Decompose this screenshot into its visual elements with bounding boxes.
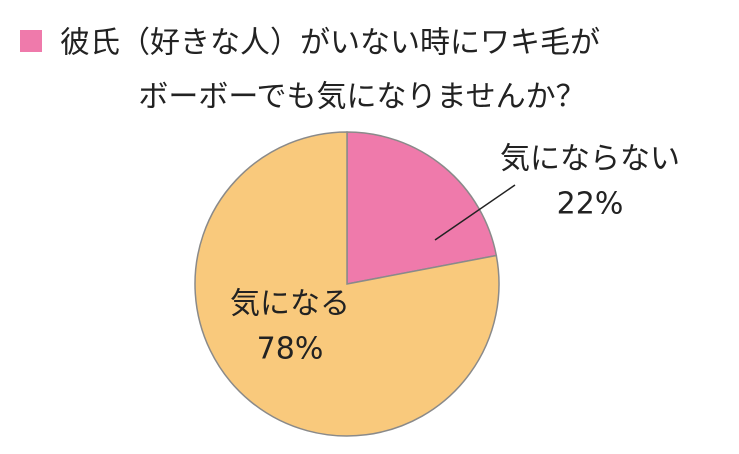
chart-title: 彼氏（好きな人）がいない時にワキ毛が	[60, 26, 600, 61]
chart-title: ボーボーでも気になりませんか？	[138, 80, 585, 115]
leader-line	[434, 184, 516, 241]
slice-label: 気になる	[230, 287, 350, 322]
pie-slice	[346, 131, 498, 285]
value-label: 22%	[557, 187, 624, 222]
slice-label: 気にならない	[500, 142, 680, 177]
value-label: 78%	[257, 332, 324, 367]
legend-marker	[20, 30, 42, 52]
pie-slice	[194, 131, 500, 437]
